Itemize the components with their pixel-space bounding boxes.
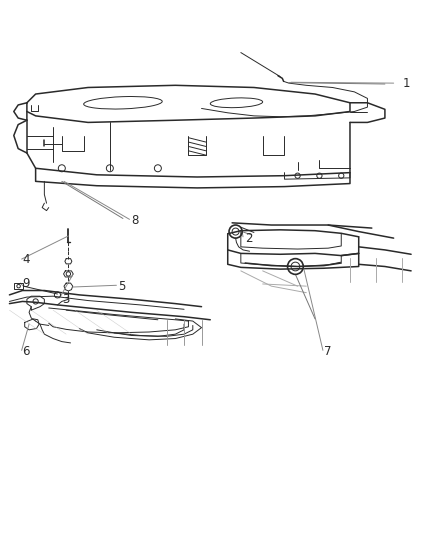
Text: 1: 1 — [403, 77, 410, 90]
Text: 2: 2 — [245, 232, 253, 245]
Text: 3: 3 — [62, 293, 69, 306]
Text: 6: 6 — [22, 345, 30, 358]
Bar — [14, 282, 23, 289]
Text: 8: 8 — [132, 214, 139, 227]
Text: 4: 4 — [22, 254, 30, 266]
Text: 7: 7 — [324, 345, 331, 358]
Text: 5: 5 — [119, 280, 126, 293]
Text: 9: 9 — [22, 278, 30, 290]
